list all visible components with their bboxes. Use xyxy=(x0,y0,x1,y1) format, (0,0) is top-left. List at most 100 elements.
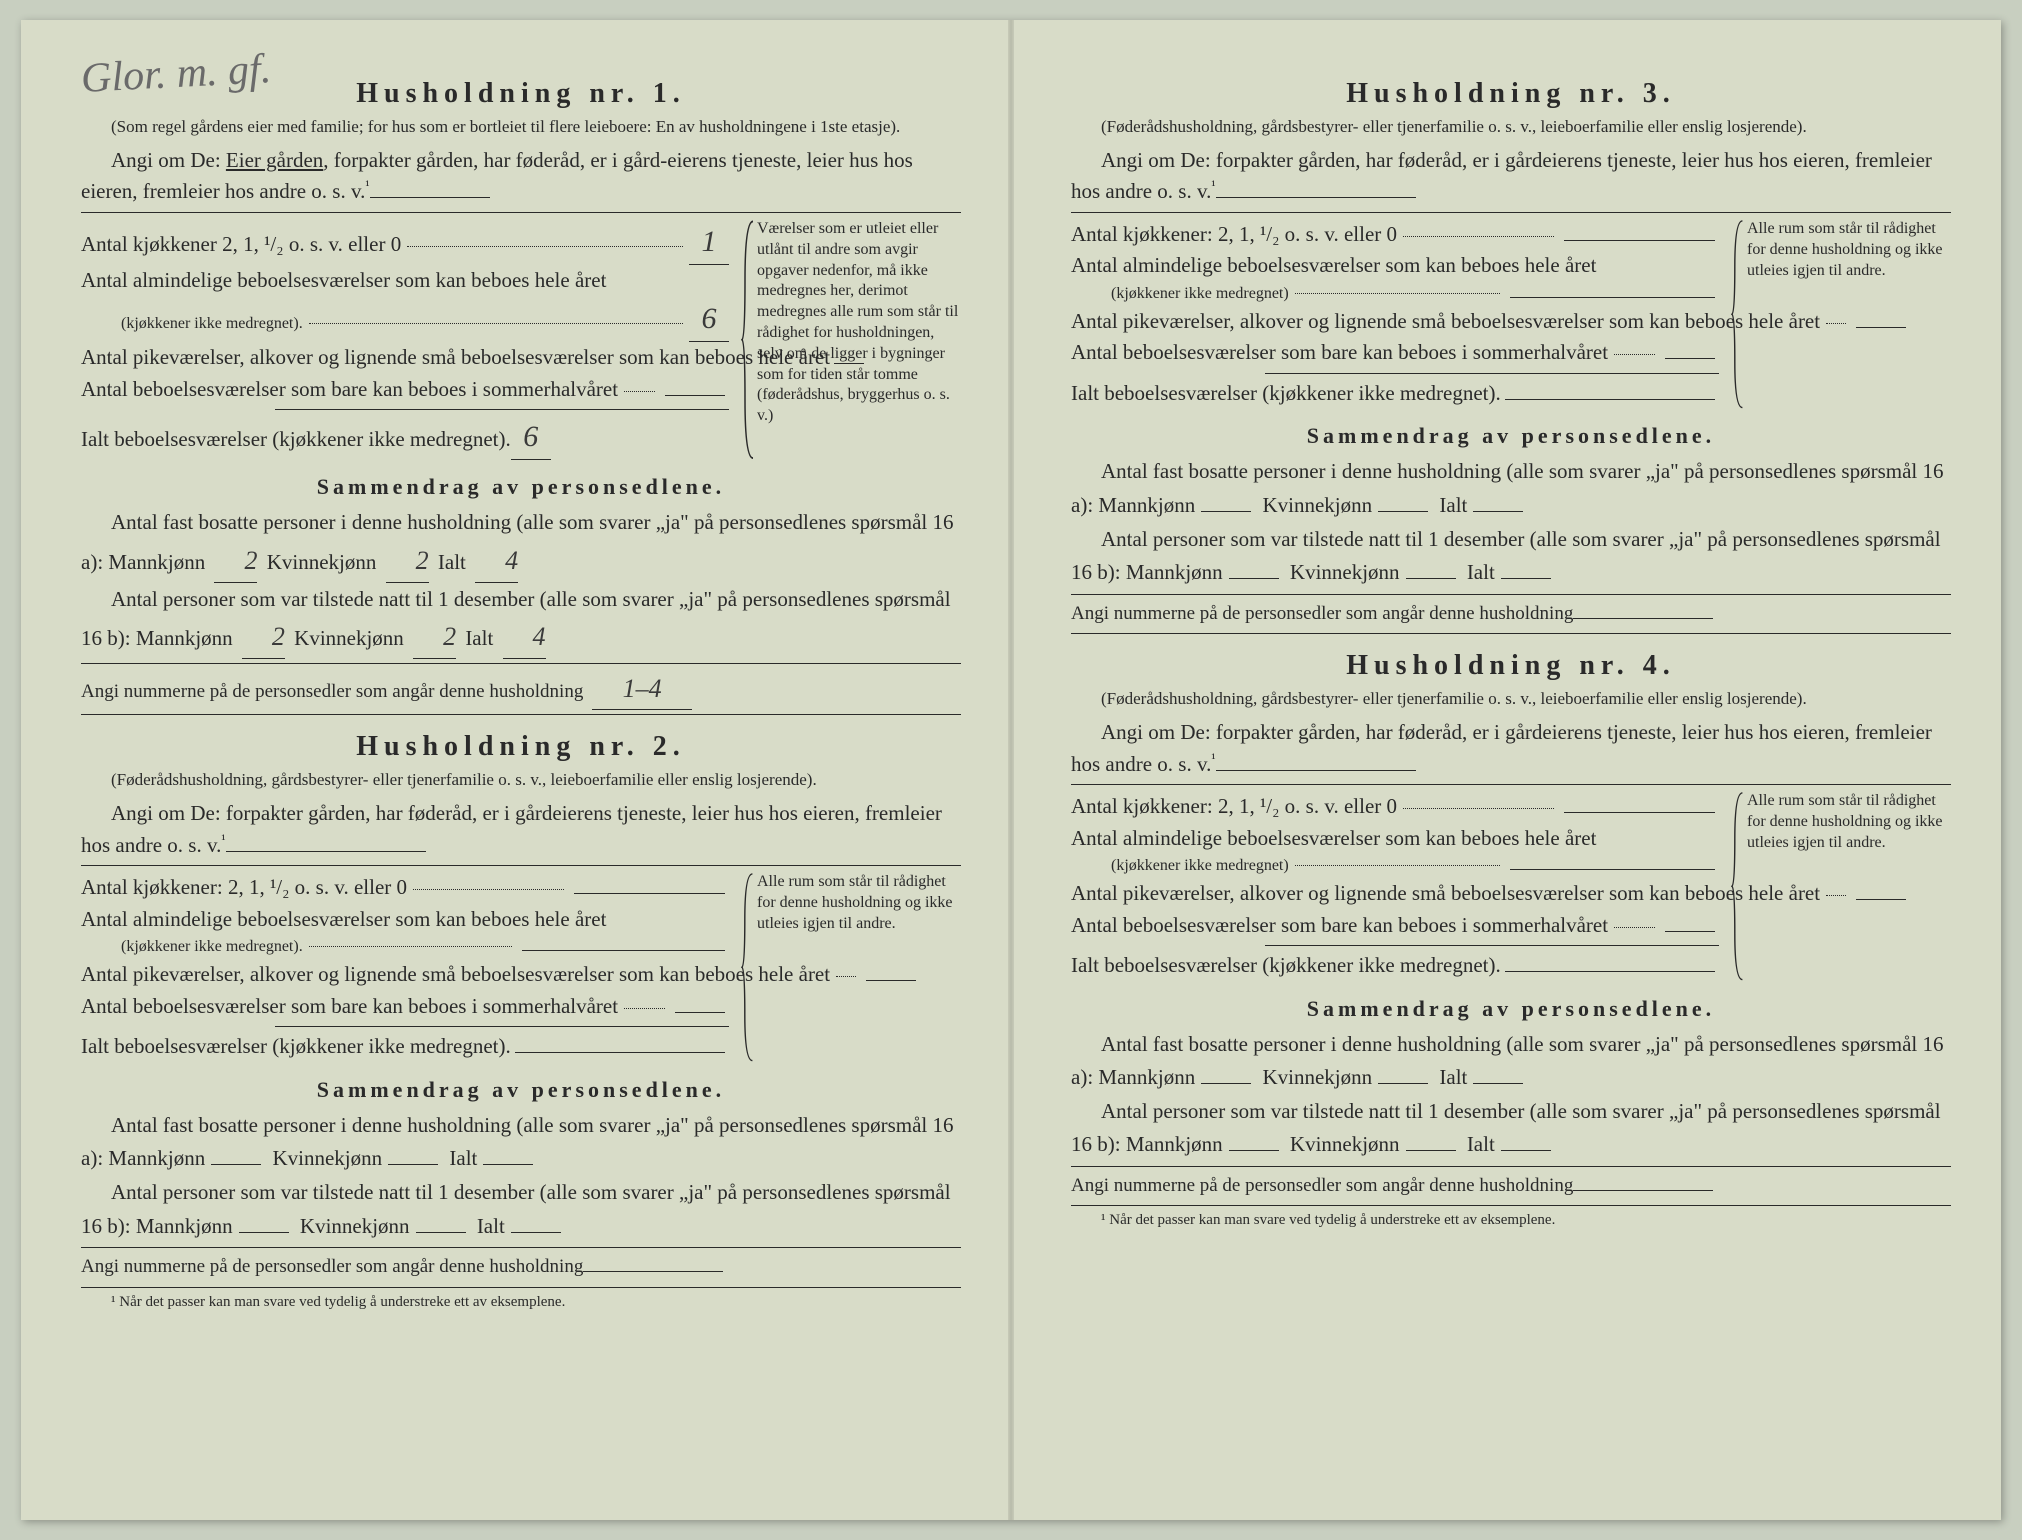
nummerne-1: Angi nummerne på de personsedler som ang… xyxy=(81,668,961,711)
household-1-rooms-block: Antal kjøkkener 2, 1, ¹/₂ o. s. v. eller… xyxy=(81,219,961,461)
almindelige-value: 6 xyxy=(689,296,729,342)
sidebar-text: Alle rum som står til rådighet for denne… xyxy=(1747,792,1943,851)
sommer-label: Antal beboelsesværelser som bare kan beb… xyxy=(1071,337,1608,369)
handwritten-annotation-top: Glor. m. gf. xyxy=(80,45,272,103)
nummerne-3: Angi nummerne på de personsedler som ang… xyxy=(1071,599,1951,629)
ialt-16a: 4 xyxy=(475,540,518,583)
sommer-label: Antal beboelsesværelser som bare kan beb… xyxy=(1071,910,1608,942)
kjokken-label: Antal kjøkkener: 2, 1, ¹/₂ o. s. v. elle… xyxy=(1071,219,1397,251)
angi-prefix: Angi om De: xyxy=(111,148,221,172)
pike-row: Antal pikeværelser, alkover og lignende … xyxy=(81,342,729,374)
footnote-ref: ¹ xyxy=(1211,179,1215,194)
ialt-label: Ialt xyxy=(438,550,466,574)
almindelige-row-2: (kjøkkener ikke medregnet). 6 xyxy=(81,296,729,342)
almindelige-label: Antal almindelige beboelsesværelser som … xyxy=(1071,250,1596,282)
household-3-rooms-block: Antal kjøkkener: 2, 1, ¹/₂ o. s. v. elle… xyxy=(1071,219,1951,410)
kvinne-label: Kvinnekjønn xyxy=(1262,1065,1372,1089)
ialt-label: Ialt xyxy=(1439,1065,1467,1089)
pike-row: Antal pikeværelser, alkover og lignende … xyxy=(1071,878,1719,910)
fast-bosatte-4: Antal fast bosatte personer i denne hush… xyxy=(1071,1028,1951,1095)
kvinne-label: Kvinnekjønn xyxy=(1290,560,1400,584)
right-page: Husholdning nr. 3. (Føderådshusholdning,… xyxy=(1011,20,2001,1520)
kvinne-16b: 2 xyxy=(413,616,456,659)
household-4-title: Husholdning nr. 4. xyxy=(1071,650,1951,682)
sommer-row: Antal beboelsesværelser som bare kan beb… xyxy=(1071,337,1719,369)
divider xyxy=(81,663,961,664)
pike-label: Antal pikeværelser, alkover og lignende … xyxy=(1071,306,1820,338)
tilstede-1: Antal personer som var tilstede natt til… xyxy=(81,583,961,659)
ialt-label: Ialt xyxy=(449,1146,477,1170)
footnote-ref: ¹ xyxy=(1211,752,1215,767)
almindelige-row: Antal almindelige beboelsesværelser som … xyxy=(1071,250,1719,282)
sidebar-text: Alle rum som står til rådighet for denne… xyxy=(757,873,953,932)
footnote-text: Når det passer kan man svare ved tydelig… xyxy=(1109,1212,1555,1228)
kvinne-label: Kvinnekjønn xyxy=(294,626,404,650)
angi-underlined: Eier gården xyxy=(226,148,323,172)
ialt-row: Ialt beboelsesværelser (kjøkkener ikke m… xyxy=(1071,950,1719,982)
tilstede-4: Antal personer som var tilstede natt til… xyxy=(1071,1095,1951,1162)
household-1-angi: Angi om De: Eier gården, forpakter gårde… xyxy=(81,145,961,208)
sidebar-text: Alle rum som står til rådighet for denne… xyxy=(1747,220,1943,279)
household-2-title: Husholdning nr. 2. xyxy=(81,731,961,763)
divider xyxy=(275,1026,729,1027)
left-page: Glor. m. gf. Husholdning nr. 1. (Som reg… xyxy=(21,20,1011,1520)
divider xyxy=(1071,1205,1951,1206)
household-3: Husholdning nr. 3. (Føderådshusholdning,… xyxy=(1071,78,1951,634)
ialt-label: Ialt beboelsesværelser (kjøkkener ikke m… xyxy=(81,1031,511,1063)
kvinne-16a: 2 xyxy=(386,540,429,583)
ialt-row: Ialt beboelsesværelser (kjøkkener ikke m… xyxy=(81,414,729,460)
kjokken-row: Antal kjøkkener: 2, 1, ¹/₂ o. s. v. elle… xyxy=(1071,791,1719,823)
sommer-row: Antal beboelsesværelser som bare kan beb… xyxy=(81,374,729,406)
fast-bosatte-2: Antal fast bosatte personer i denne hush… xyxy=(81,1109,961,1176)
footnote-right: ¹ Når det passer kan man svare ved tydel… xyxy=(1071,1212,1951,1229)
ialt-label: Ialt xyxy=(1439,493,1467,517)
almindelige-label: Antal almindelige beboelsesværelser som … xyxy=(81,904,606,936)
sommer-row: Antal beboelsesværelser som bare kan beb… xyxy=(81,991,729,1023)
kjokken-row: Antal kjøkkener: 2, 1, ¹/₂ o. s. v. elle… xyxy=(1071,219,1719,251)
kvinne-label: Kvinnekjønn xyxy=(1262,493,1372,517)
almindelige-row-2: (kjøkkener ikke medregnet). xyxy=(81,935,729,959)
kjokken-label: Antal kjøkkener: 2, 1, ¹/₂ o. s. v. elle… xyxy=(81,872,407,904)
fast-bosatte-text: Antal fast bosatte personer i denne hush… xyxy=(1071,1032,1944,1090)
almindelige-sub: (kjøkkener ikke medregnet) xyxy=(1071,854,1289,878)
nummerne-label: Angi nummerne på de personsedler som ang… xyxy=(1071,603,1573,624)
footnote-marker: ¹ xyxy=(111,1294,116,1310)
sammendrag-title-2: Sammendrag av personsedlene. xyxy=(81,1077,961,1103)
nummerne-label: Angi nummerne på de personsedler som ang… xyxy=(1071,1175,1573,1196)
divider xyxy=(81,1287,961,1288)
sommer-label: Antal beboelsesværelser som bare kan beb… xyxy=(81,374,618,406)
almindelige-row: Antal almindelige beboelsesværelser som … xyxy=(81,904,729,936)
household-2-rooms-block: Antal kjøkkener: 2, 1, ¹/₂ o. s. v. elle… xyxy=(81,872,961,1063)
divider xyxy=(275,409,729,410)
sidebar-text: Værelser som er utleiet eller utlånt til… xyxy=(757,220,958,424)
tilstede-text: Antal personer som var tilstede natt til… xyxy=(1071,1099,1941,1157)
footnote-left: ¹ Når det passer kan man svare ved tydel… xyxy=(81,1294,961,1311)
divider xyxy=(1071,594,1951,595)
divider xyxy=(1071,633,1951,634)
fast-bosatte-text: Antal fast bosatte personer i denne hush… xyxy=(81,1113,954,1171)
footnote-ref: ¹ xyxy=(365,179,369,194)
tilstede-3: Antal personer som var tilstede natt til… xyxy=(1071,523,1951,590)
divider xyxy=(1071,212,1951,213)
angi-prefix: Angi om De: xyxy=(1101,720,1211,744)
sommer-label: Antal beboelsesværelser som bare kan beb… xyxy=(81,991,618,1023)
divider xyxy=(81,212,961,213)
fast-bosatte-3: Antal fast bosatte personer i denne hush… xyxy=(1071,455,1951,522)
almindelige-row-2: (kjøkkener ikke medregnet) xyxy=(1071,282,1719,306)
brace-icon xyxy=(1731,791,1745,982)
nummerne-2: Angi nummerne på de personsedler som ang… xyxy=(81,1252,961,1282)
divider xyxy=(1071,1166,1951,1167)
sammendrag-title-1: Sammendrag av personsedlene. xyxy=(81,474,961,500)
kvinne-label: Kvinnekjønn xyxy=(272,1146,382,1170)
footnote-ref: ¹ xyxy=(221,833,225,848)
sammendrag-title-3: Sammendrag av personsedlene. xyxy=(1071,423,1951,449)
tilstede-text: Antal personer som var tilstede natt til… xyxy=(1071,527,1941,585)
almindelige-row-2: (kjøkkener ikke medregnet) xyxy=(1071,854,1719,878)
kjokken-row: Antal kjøkkener: 2, 1, ¹/₂ o. s. v. elle… xyxy=(81,872,729,904)
divider xyxy=(81,714,961,715)
almindelige-label: Antal almindelige beboelsesværelser som … xyxy=(1071,823,1596,855)
household-4-rooms-block: Antal kjøkkener: 2, 1, ¹/₂ o. s. v. elle… xyxy=(1071,791,1951,982)
pike-label: Antal pikeværelser, alkover og lignende … xyxy=(81,342,830,374)
pike-label: Antal pikeværelser, alkover og lignende … xyxy=(1071,878,1820,910)
ialt-label: Ialt beboelsesværelser (kjøkkener ikke m… xyxy=(1071,950,1501,982)
